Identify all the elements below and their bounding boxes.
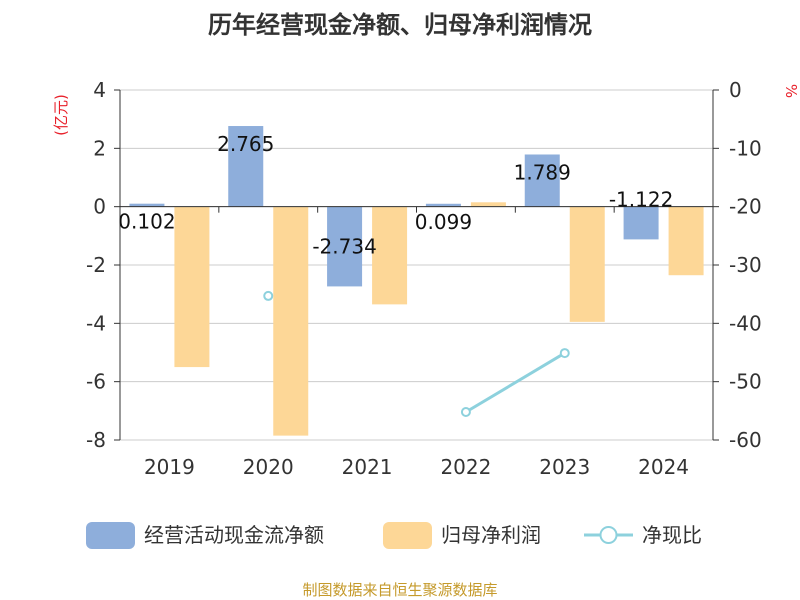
left-axis-label: (亿元) xyxy=(52,94,70,136)
bar xyxy=(524,154,560,207)
right-tick-label: -30 xyxy=(729,253,762,277)
bar-value-label: -2.734 xyxy=(312,234,376,258)
right-tick-label: -40 xyxy=(729,311,762,335)
bar xyxy=(470,202,506,207)
ratio-point xyxy=(263,290,274,301)
right-tick-label: -60 xyxy=(729,428,762,452)
bar-value-label: 0.099 xyxy=(415,210,472,234)
legend: 经营活动现金流净额 归母净利润 净现比 xyxy=(86,522,702,549)
legend-label: 经营活动现金流净额 xyxy=(144,523,324,547)
x-tick-label: 2024 xyxy=(638,455,689,479)
left-tick-label: -6 xyxy=(86,370,106,394)
ratio-line xyxy=(465,351,566,414)
x-tick-label: 2023 xyxy=(539,455,590,479)
right-axis-label: % xyxy=(782,84,800,98)
legend-label: 归母净利润 xyxy=(441,523,541,547)
bar xyxy=(668,206,704,276)
source-note: 制图数据来自恒生聚源数据库 xyxy=(302,581,497,599)
bar-value-label: 2.765 xyxy=(217,132,274,156)
legend-swatch xyxy=(383,522,432,549)
left-tick-label: 4 xyxy=(93,78,106,102)
tick-labels: 4 2 0 -2 -4 -6 -8 0 -10 -20 -30 -40 -50 -60 2019 2020 20… xyxy=(86,78,762,479)
bar-value-label: 0.102 xyxy=(118,210,175,234)
ratio-point xyxy=(460,407,471,417)
legend-swatch-marker xyxy=(599,526,618,544)
x-tick-label: 2021 xyxy=(342,455,393,479)
ratio-point xyxy=(559,348,570,359)
x-tick-label: 2020 xyxy=(243,455,294,479)
bar xyxy=(327,206,363,287)
right-tick-label: -20 xyxy=(729,195,762,219)
x-tick-label: 2022 xyxy=(440,455,491,479)
bar-series xyxy=(129,126,704,436)
bar xyxy=(273,206,309,436)
left-tick-label: 0 xyxy=(93,195,106,219)
bar xyxy=(174,206,210,368)
data-labels: 0.102 2.765 -2.734 0.099 1.789 -1.122 xyxy=(118,132,673,258)
bar xyxy=(228,126,264,207)
left-tick-label: -2 xyxy=(86,253,106,277)
bar xyxy=(129,203,165,207)
left-tick-label: 2 xyxy=(93,136,106,160)
x-tick-label: 2019 xyxy=(144,455,195,479)
bar xyxy=(623,206,659,240)
left-tick-label: -4 xyxy=(86,311,106,335)
axes xyxy=(114,89,719,441)
left-tick-label: -8 xyxy=(86,428,106,452)
legend-label: 净现比 xyxy=(642,523,702,547)
bar xyxy=(372,206,408,305)
ratio-line-series xyxy=(263,290,570,417)
bar-value-label: -1.122 xyxy=(609,187,673,211)
right-tick-label: -10 xyxy=(729,136,762,160)
legend-swatch xyxy=(86,522,135,549)
right-tick-label: -50 xyxy=(729,370,762,394)
bar-value-label: 1.789 xyxy=(514,160,571,184)
right-tick-label: 0 xyxy=(729,78,742,102)
bar xyxy=(569,206,605,322)
chart-title: 历年经营现金净额、归母净利润情况 xyxy=(208,11,592,39)
bar xyxy=(425,203,461,207)
